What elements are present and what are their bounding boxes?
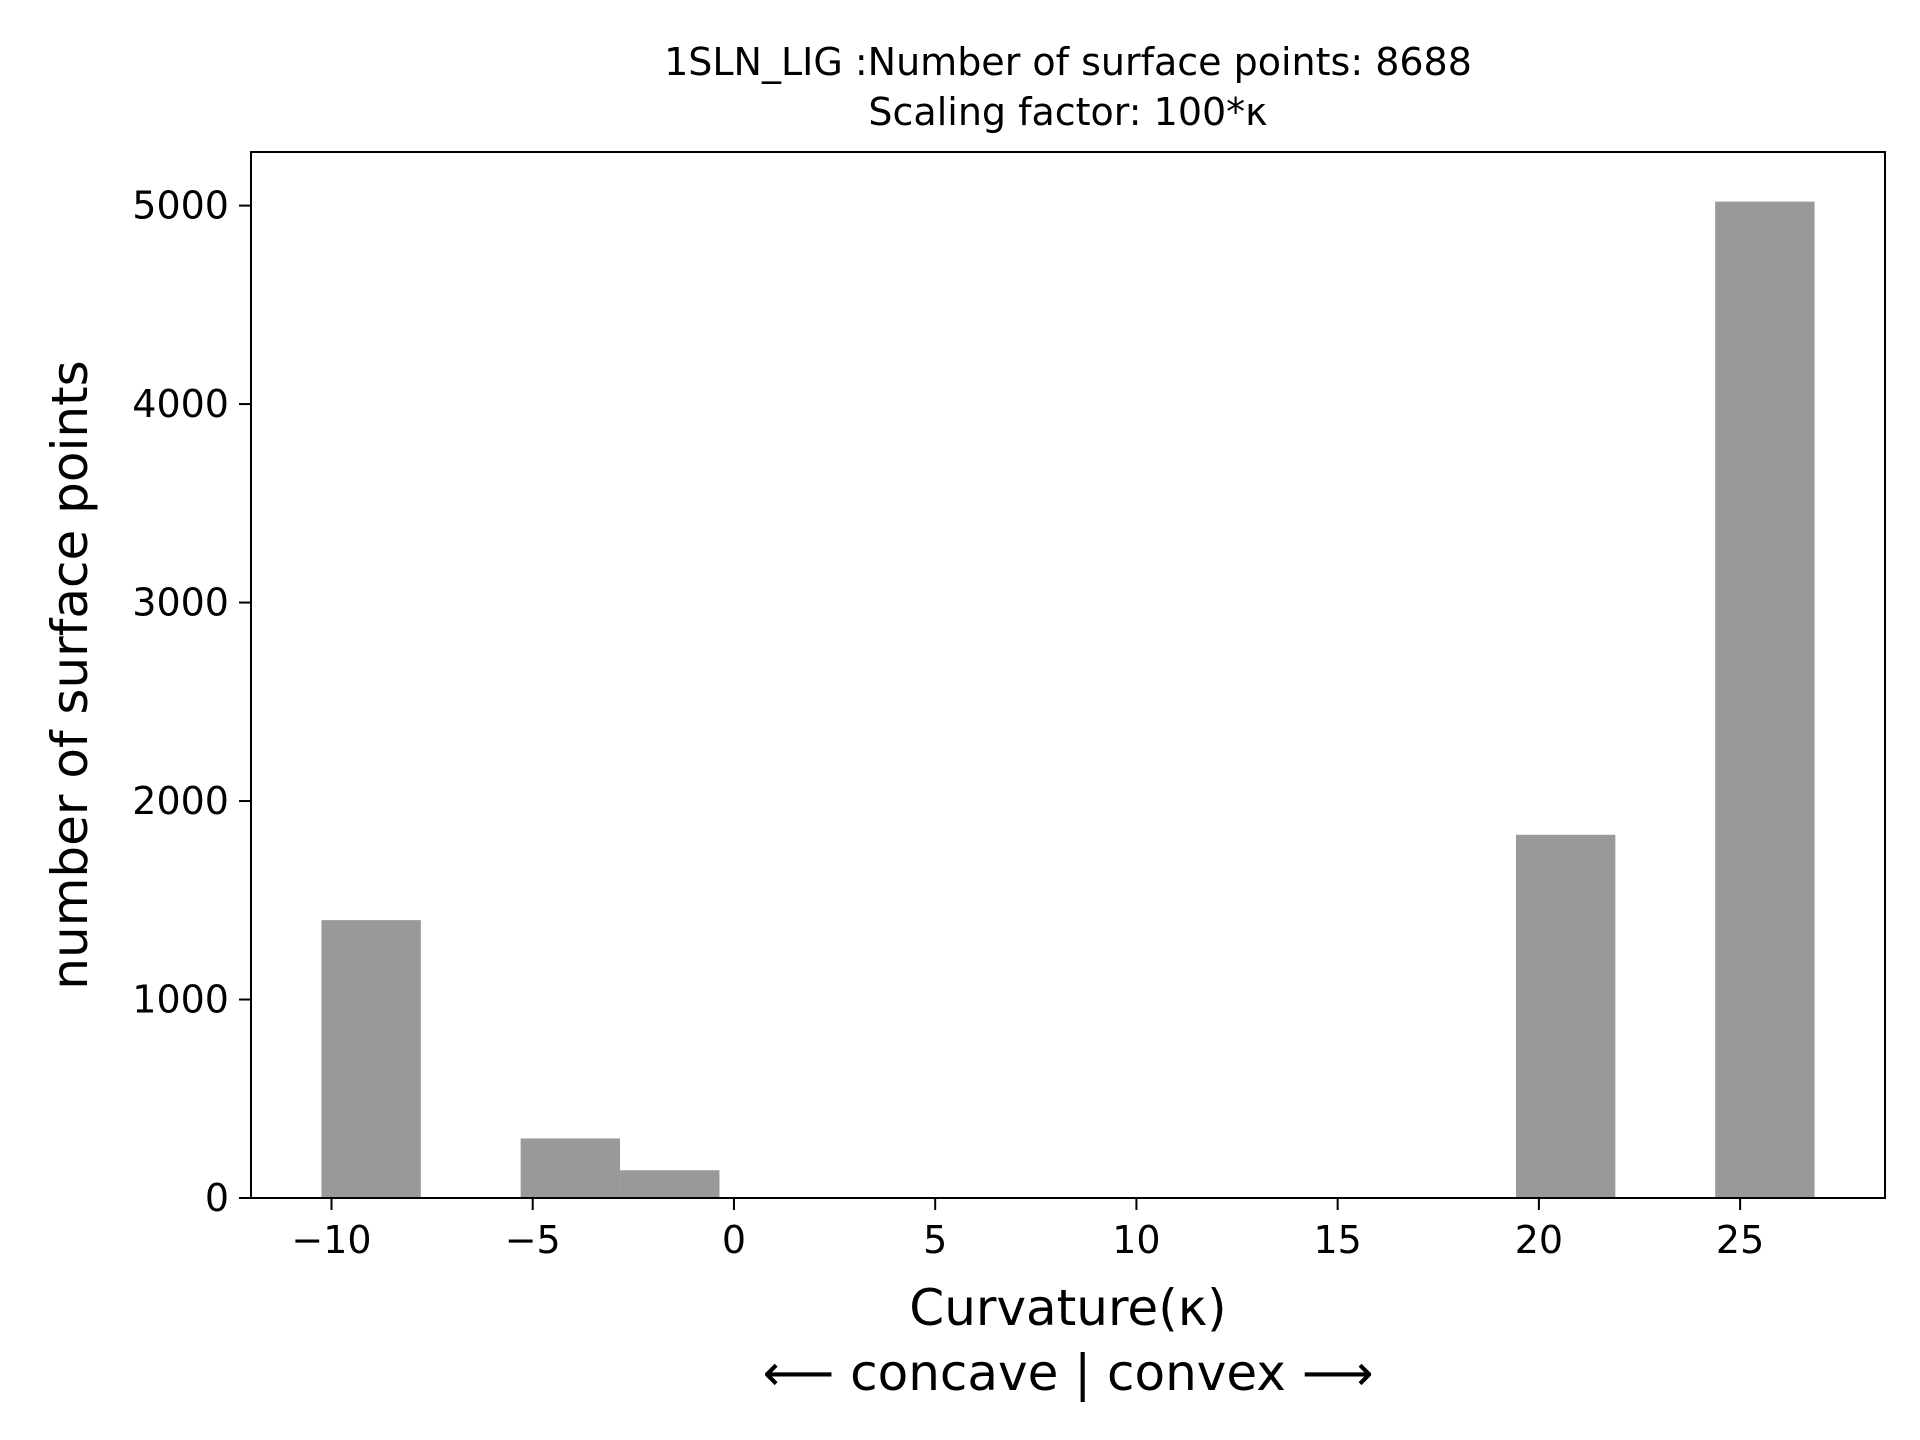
y-tick-label: 3000 (132, 581, 229, 625)
x-tick-label: 15 (1313, 1218, 1361, 1262)
y-axis-ticks: 0 1000 2000 3000 4000 5000 (132, 184, 251, 1220)
x-axis-label: Curvature(κ) (909, 1279, 1226, 1337)
x-tick-label: 10 (1112, 1218, 1160, 1262)
x-tick-label: −10 (291, 1218, 371, 1262)
y-axis-label: number of surface points (41, 360, 99, 989)
x-tick-label: −5 (505, 1218, 561, 1262)
y-tick-label: 4000 (132, 382, 229, 426)
chart-subtitle: Scaling factor: 100*κ (868, 90, 1267, 134)
y-tick-label: 0 (205, 1176, 229, 1220)
plot-frame (250, 151, 1886, 1199)
x-tick-label: 25 (1716, 1218, 1764, 1262)
bars-group (321, 201, 1815, 1199)
y-tick-label: 1000 (132, 978, 229, 1022)
histogram-bar-0 (321, 920, 421, 1198)
x-axis-ticks: −10 −5 0 5 10 15 20 25 (291, 1198, 1764, 1262)
x-tick-label: 5 (923, 1218, 947, 1262)
y-tick-label: 5000 (132, 184, 229, 228)
histogram-bar-3 (1515, 834, 1616, 1198)
x-tick-label: 0 (722, 1218, 746, 1262)
x-axis-direction-label: ⟵ concave | convex ⟶ (763, 1344, 1374, 1402)
chart-title: 1SLN_LIG :Number of surface points: 8688 (664, 40, 1472, 84)
histogram-bar-2 (620, 1170, 720, 1198)
histogram-bar-1 (520, 1138, 621, 1198)
x-tick-label: 20 (1515, 1218, 1563, 1262)
y-tick-label: 2000 (132, 779, 229, 823)
histogram-bar-4 (1715, 201, 1815, 1199)
